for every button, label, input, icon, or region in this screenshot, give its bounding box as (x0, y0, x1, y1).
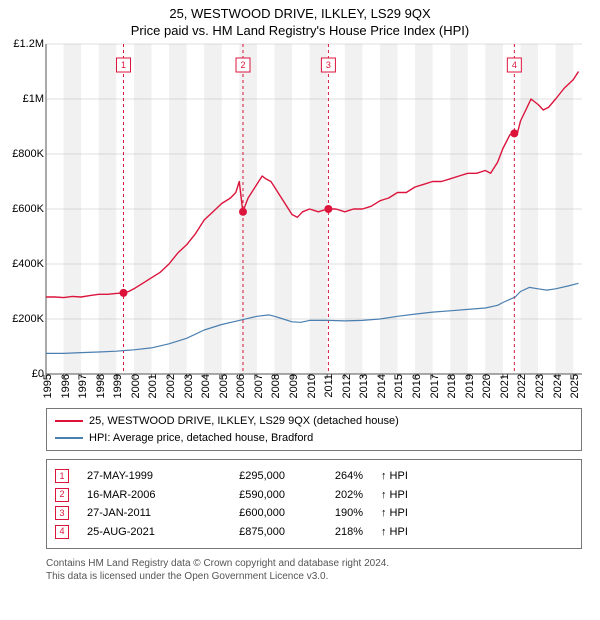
chart-title-subtitle: Price paid vs. HM Land Registry's House … (10, 23, 590, 38)
sale-date: 25-AUG-2021 (87, 524, 187, 541)
sale-marker-box: 4 (55, 525, 69, 539)
sale-hpi: ↑ HPI (381, 468, 573, 485)
x-axis-label: 1999 (108, 374, 124, 398)
footer-line-1: Contains HM Land Registry data © Crown c… (46, 557, 582, 570)
x-axis-label: 2004 (196, 374, 212, 398)
sale-pct: 264% (303, 468, 363, 485)
y-axis-label: £800K (12, 148, 46, 160)
x-axis-label: 1995 (38, 374, 54, 398)
y-axis-label: £200K (12, 313, 46, 325)
svg-text:3: 3 (326, 60, 331, 70)
footer-attribution: Contains HM Land Registry data © Crown c… (46, 557, 582, 583)
x-axis-label: 2009 (284, 374, 300, 398)
sale-row: 3 27-JAN-2011 £600,000 190% ↑ HPI (55, 505, 573, 522)
x-axis-label: 2018 (442, 374, 458, 398)
x-axis-label: 2022 (512, 374, 528, 398)
x-axis-label: 2020 (477, 374, 493, 398)
sale-date: 16-MAR-2006 (87, 487, 187, 504)
chart-container: 25, WESTWOOD DRIVE, ILKLEY, LS29 9QX Pri… (0, 0, 600, 620)
legend-row-series1: 25, WESTWOOD DRIVE, ILKLEY, LS29 9QX (de… (55, 413, 573, 430)
sale-marker-box: 1 (55, 469, 69, 483)
sale-row: 2 16-MAR-2006 £590,000 202% ↑ HPI (55, 487, 573, 504)
y-axis-label: £400K (12, 258, 46, 270)
sale-marker-box: 3 (55, 506, 69, 520)
svg-text:1: 1 (121, 60, 126, 70)
legend-row-series2: HPI: Average price, detached house, Brad… (55, 430, 573, 447)
sale-hpi: ↑ HPI (381, 505, 573, 522)
x-axis-label: 1998 (91, 374, 107, 398)
sale-hpi: ↑ HPI (381, 487, 573, 504)
legend-swatch-1 (55, 420, 83, 422)
legend-box: 25, WESTWOOD DRIVE, ILKLEY, LS29 9QX (de… (46, 408, 582, 451)
x-axis-label: 2005 (214, 374, 230, 398)
legend-swatch-2 (55, 437, 83, 439)
footer-line-2: This data is licensed under the Open Gov… (46, 570, 582, 583)
x-axis-label: 2013 (354, 374, 370, 398)
sale-price: £590,000 (205, 487, 285, 504)
sales-table: 1 27-MAY-1999 £295,000 264% ↑ HPI 2 16-MAR-200… (46, 459, 582, 549)
sale-pct: 218% (303, 524, 363, 541)
x-axis-label: 2014 (372, 374, 388, 398)
x-axis-label: 2001 (143, 374, 159, 398)
x-axis-label: 2000 (126, 374, 142, 398)
y-axis-label: £1M (23, 93, 46, 105)
x-axis-label: 2011 (319, 374, 335, 398)
x-axis-label: 2012 (337, 374, 353, 398)
chart-plot-area: 1234£0£200K£400K£600K£800K£1M£1.2M199519… (40, 44, 582, 404)
sale-row: 4 25-AUG-2021 £875,000 218% ↑ HPI (55, 524, 573, 541)
x-axis-label: 2025 (565, 374, 581, 398)
x-axis-label: 2010 (302, 374, 318, 398)
sale-date: 27-JAN-2011 (87, 505, 187, 522)
legend-label-1: 25, WESTWOOD DRIVE, ILKLEY, LS29 9QX (de… (89, 413, 399, 430)
x-axis-label: 2023 (530, 374, 546, 398)
sale-pct: 190% (303, 505, 363, 522)
x-axis-label: 2006 (231, 374, 247, 398)
x-axis-label: 2021 (495, 374, 511, 398)
x-axis-label: 2019 (460, 374, 476, 398)
sale-price: £295,000 (205, 468, 285, 485)
sale-row: 1 27-MAY-1999 £295,000 264% ↑ HPI (55, 468, 573, 485)
x-axis-label: 2008 (266, 374, 282, 398)
x-axis-label: 2002 (161, 374, 177, 398)
x-axis-label: 2003 (179, 374, 195, 398)
x-axis-label: 2007 (249, 374, 265, 398)
x-axis-label: 2024 (548, 374, 564, 398)
y-axis-label: £1.2M (13, 38, 46, 50)
sale-hpi: ↑ HPI (381, 524, 573, 541)
sale-marker-box: 2 (55, 488, 69, 502)
legend-label-2: HPI: Average price, detached house, Brad… (89, 430, 313, 447)
chart-title-address: 25, WESTWOOD DRIVE, ILKLEY, LS29 9QX (10, 6, 590, 21)
svg-text:2: 2 (240, 60, 245, 70)
sale-price: £600,000 (205, 505, 285, 522)
x-axis-label: 2016 (407, 374, 423, 398)
x-axis-label: 1996 (56, 374, 72, 398)
x-axis-label: 2017 (425, 374, 441, 398)
sale-price: £875,000 (205, 524, 285, 541)
svg-text:4: 4 (512, 60, 517, 70)
sale-date: 27-MAY-1999 (87, 468, 187, 485)
x-axis-label: 2015 (389, 374, 405, 398)
sale-pct: 202% (303, 487, 363, 504)
x-axis-label: 1997 (73, 374, 89, 398)
y-axis-label: £600K (12, 203, 46, 215)
